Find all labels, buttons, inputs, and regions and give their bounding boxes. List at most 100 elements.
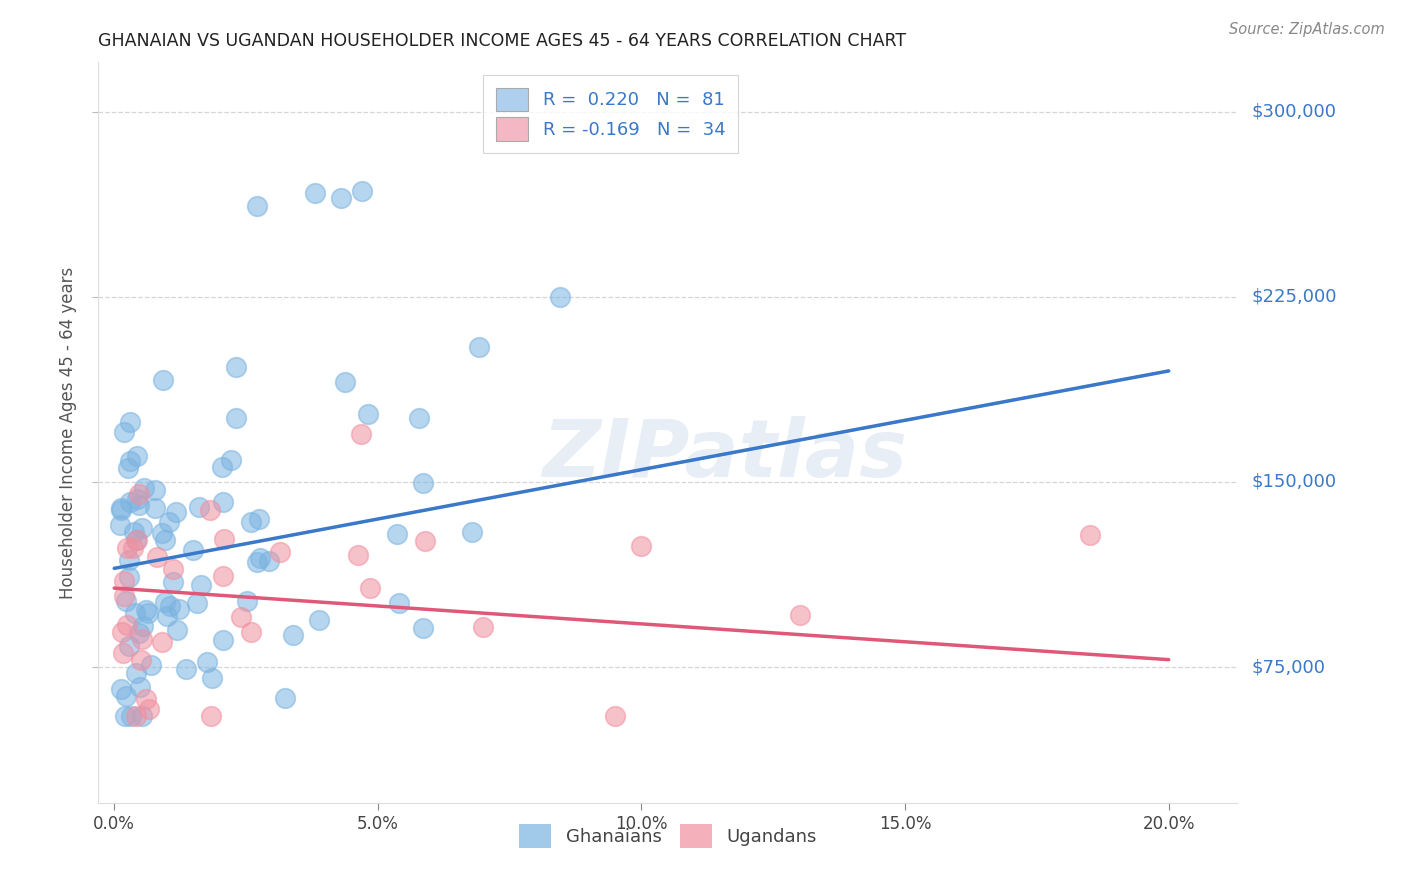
Ugandans — [347, 548, 370, 562]
Ghanaians — [239, 516, 262, 530]
Ghanaians — [225, 359, 247, 374]
Text: GHANAIAN VS UGANDAN HOUSEHOLDER INCOME AGES 45 - 64 YEARS CORRELATION CHART: GHANAIAN VS UGANDAN HOUSEHOLDER INCOME A… — [98, 32, 907, 50]
Ugandans — [112, 589, 135, 603]
Text: $75,000: $75,000 — [1251, 658, 1326, 676]
Ugandans — [413, 533, 436, 548]
Ghanaians — [132, 619, 155, 633]
Ghanaians — [167, 602, 190, 616]
Ghanaians — [114, 709, 136, 723]
Ghanaians — [112, 425, 135, 439]
Ghanaians — [249, 550, 271, 565]
Ghanaians — [117, 461, 139, 475]
Ugandans — [231, 610, 253, 624]
Ghanaians — [166, 623, 188, 637]
Ghanaians — [219, 452, 242, 467]
Ghanaians — [165, 505, 187, 519]
Ghanaians — [333, 375, 356, 389]
Ugandans — [150, 635, 173, 649]
Ghanaians — [118, 552, 141, 566]
Ghanaians — [128, 626, 150, 640]
Ghanaians — [212, 632, 235, 647]
Ugandans — [162, 562, 184, 576]
Ghanaians — [274, 691, 297, 706]
Ghanaians — [181, 543, 204, 558]
Ugandans — [789, 607, 811, 622]
Ghanaians — [128, 498, 150, 512]
Ugandans — [129, 653, 152, 667]
Ugandans — [138, 702, 160, 716]
Ugandans — [131, 632, 153, 647]
Text: ZIPatlas: ZIPatlas — [543, 416, 907, 494]
Ghanaians — [211, 460, 233, 475]
Ghanaians — [125, 665, 148, 680]
Ugandans — [128, 487, 150, 501]
Ghanaians — [188, 500, 211, 515]
Ghanaians — [190, 578, 212, 592]
Ugandans — [135, 691, 157, 706]
Text: $150,000: $150,000 — [1251, 473, 1336, 491]
Ghanaians — [118, 639, 141, 653]
Ugandans — [115, 541, 138, 555]
Ghanaians — [120, 709, 142, 723]
Ghanaians — [304, 186, 326, 201]
Ugandans — [239, 625, 262, 640]
Ghanaians — [110, 503, 132, 517]
Ghanaians — [357, 408, 380, 422]
Ghanaians — [201, 671, 224, 685]
Ugandans — [630, 539, 652, 553]
Ghanaians — [259, 554, 281, 568]
Ghanaians — [195, 655, 218, 669]
Ghanaians — [211, 495, 233, 509]
Legend: Ghanaians, Ugandans: Ghanaians, Ugandans — [510, 815, 825, 856]
Ghanaians — [352, 184, 374, 198]
Text: $225,000: $225,000 — [1251, 288, 1337, 306]
Ugandans — [112, 574, 135, 589]
Ghanaians — [412, 475, 434, 490]
Ghanaians — [124, 606, 146, 620]
Ghanaians — [174, 662, 197, 676]
Text: Source: ZipAtlas.com: Source: ZipAtlas.com — [1229, 22, 1385, 37]
Ghanaians — [162, 575, 184, 590]
Ghanaians — [246, 198, 269, 212]
Ghanaians — [141, 658, 163, 673]
Ghanaians — [468, 340, 491, 354]
Ghanaians — [134, 481, 156, 495]
Ghanaians — [246, 555, 269, 569]
Ghanaians — [247, 512, 270, 526]
Ghanaians — [120, 495, 142, 509]
Ugandans — [472, 620, 495, 634]
Ghanaians — [186, 595, 208, 609]
Ghanaians — [118, 415, 141, 429]
Ghanaians — [385, 527, 408, 541]
Ghanaians — [125, 491, 148, 506]
Ghanaians — [152, 372, 174, 386]
Ghanaians — [408, 411, 430, 425]
Ugandans — [122, 541, 145, 556]
Ugandans — [111, 624, 134, 639]
Ugandans — [198, 503, 221, 517]
Ugandans — [212, 569, 235, 583]
Ugandans — [359, 581, 381, 595]
Ghanaians — [110, 501, 132, 516]
Ghanaians — [118, 569, 141, 583]
Ghanaians — [152, 526, 174, 541]
Ugandans — [350, 426, 373, 441]
Ugandans — [146, 549, 169, 564]
Ugandans — [111, 647, 134, 661]
Ghanaians — [388, 596, 411, 610]
Ghanaians — [159, 599, 181, 614]
Ugandans — [117, 618, 139, 632]
Ugandans — [125, 533, 148, 547]
Ghanaians — [281, 627, 304, 641]
Ghanaians — [135, 603, 157, 617]
Ugandans — [605, 709, 627, 723]
Ghanaians — [157, 516, 180, 530]
Ghanaians — [153, 533, 176, 547]
Ghanaians — [155, 595, 177, 609]
Ugandans — [124, 709, 146, 723]
Ghanaians — [125, 533, 148, 548]
Ghanaians — [330, 191, 353, 205]
Ghanaians — [114, 594, 136, 608]
Ghanaians — [114, 690, 136, 704]
Ghanaians — [225, 411, 247, 425]
